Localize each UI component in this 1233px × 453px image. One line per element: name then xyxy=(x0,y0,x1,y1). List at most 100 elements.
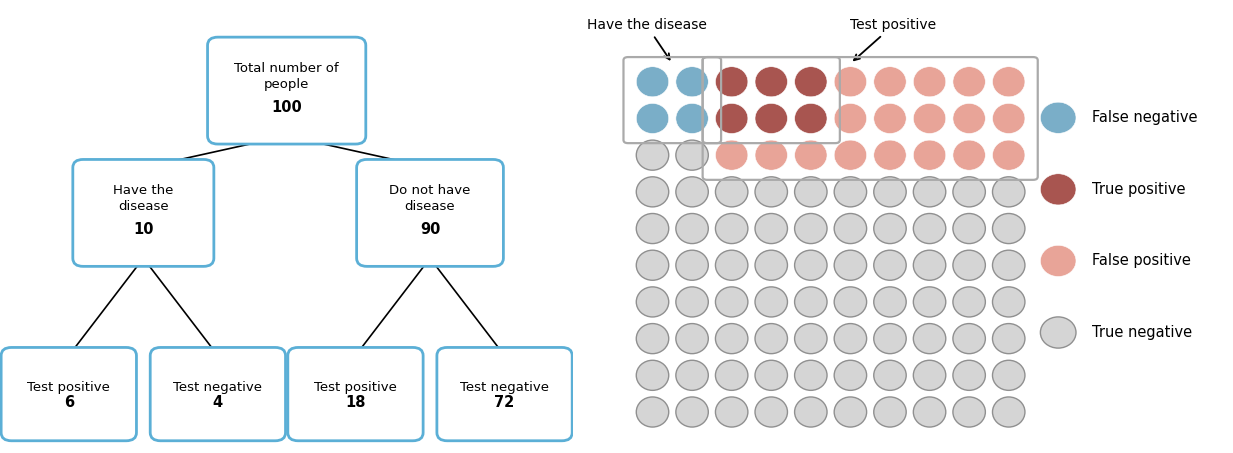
Ellipse shape xyxy=(715,213,748,244)
Ellipse shape xyxy=(1041,246,1076,276)
Ellipse shape xyxy=(835,213,867,244)
Ellipse shape xyxy=(755,213,788,244)
Ellipse shape xyxy=(953,360,985,390)
Ellipse shape xyxy=(636,140,668,170)
Ellipse shape xyxy=(914,67,946,97)
FancyBboxPatch shape xyxy=(150,347,286,441)
Text: True negative: True negative xyxy=(1092,325,1192,340)
Ellipse shape xyxy=(715,140,748,170)
Ellipse shape xyxy=(874,177,906,207)
Ellipse shape xyxy=(874,103,906,134)
Ellipse shape xyxy=(636,213,668,244)
Ellipse shape xyxy=(676,250,708,280)
Ellipse shape xyxy=(676,360,708,390)
Ellipse shape xyxy=(794,140,827,170)
Ellipse shape xyxy=(676,323,708,354)
Ellipse shape xyxy=(715,397,748,427)
Ellipse shape xyxy=(715,67,748,97)
Text: False positive: False positive xyxy=(1092,253,1191,269)
Ellipse shape xyxy=(993,177,1025,207)
Text: Have the
disease: Have the disease xyxy=(113,184,174,213)
Ellipse shape xyxy=(715,177,748,207)
Ellipse shape xyxy=(755,250,788,280)
Text: Test negative: Test negative xyxy=(174,381,263,394)
Text: False negative: False negative xyxy=(1092,110,1198,125)
Ellipse shape xyxy=(835,177,867,207)
Ellipse shape xyxy=(874,140,906,170)
Ellipse shape xyxy=(636,67,668,97)
Ellipse shape xyxy=(953,140,985,170)
Text: Test positive: Test positive xyxy=(314,381,397,394)
Text: 10: 10 xyxy=(133,222,154,237)
Ellipse shape xyxy=(914,323,946,354)
Ellipse shape xyxy=(636,287,668,317)
Text: Do not have
disease: Do not have disease xyxy=(390,184,471,213)
Ellipse shape xyxy=(794,287,827,317)
Ellipse shape xyxy=(953,287,985,317)
Ellipse shape xyxy=(794,213,827,244)
Ellipse shape xyxy=(794,360,827,390)
Ellipse shape xyxy=(914,250,946,280)
Text: Test negative: Test negative xyxy=(460,381,549,394)
FancyBboxPatch shape xyxy=(207,37,366,144)
Ellipse shape xyxy=(676,287,708,317)
Ellipse shape xyxy=(953,250,985,280)
Ellipse shape xyxy=(794,250,827,280)
Ellipse shape xyxy=(953,177,985,207)
Ellipse shape xyxy=(914,213,946,244)
Ellipse shape xyxy=(636,397,668,427)
Ellipse shape xyxy=(914,140,946,170)
Text: 18: 18 xyxy=(345,395,366,410)
FancyBboxPatch shape xyxy=(436,347,572,441)
Text: Test positive: Test positive xyxy=(27,381,110,394)
Ellipse shape xyxy=(676,140,708,170)
Ellipse shape xyxy=(794,103,827,134)
Ellipse shape xyxy=(636,360,668,390)
Ellipse shape xyxy=(953,397,985,427)
Ellipse shape xyxy=(755,103,788,134)
Ellipse shape xyxy=(676,103,708,134)
Ellipse shape xyxy=(1041,102,1076,133)
Ellipse shape xyxy=(715,250,748,280)
Ellipse shape xyxy=(914,103,946,134)
Ellipse shape xyxy=(636,323,668,354)
Text: 90: 90 xyxy=(419,222,440,237)
Ellipse shape xyxy=(993,250,1025,280)
Ellipse shape xyxy=(874,397,906,427)
Ellipse shape xyxy=(874,360,906,390)
Ellipse shape xyxy=(874,213,906,244)
Ellipse shape xyxy=(794,323,827,354)
Ellipse shape xyxy=(993,323,1025,354)
Ellipse shape xyxy=(755,397,788,427)
Ellipse shape xyxy=(874,323,906,354)
Ellipse shape xyxy=(835,103,867,134)
Ellipse shape xyxy=(715,360,748,390)
Ellipse shape xyxy=(835,67,867,97)
Ellipse shape xyxy=(835,140,867,170)
Ellipse shape xyxy=(835,323,867,354)
Text: 72: 72 xyxy=(494,395,514,410)
Ellipse shape xyxy=(993,67,1025,97)
Ellipse shape xyxy=(755,323,788,354)
Ellipse shape xyxy=(715,323,748,354)
Ellipse shape xyxy=(1041,317,1076,348)
Text: Test positive: Test positive xyxy=(851,18,937,60)
Ellipse shape xyxy=(993,287,1025,317)
Ellipse shape xyxy=(874,67,906,97)
FancyBboxPatch shape xyxy=(287,347,423,441)
Ellipse shape xyxy=(755,177,788,207)
Ellipse shape xyxy=(755,140,788,170)
Ellipse shape xyxy=(755,287,788,317)
Ellipse shape xyxy=(993,360,1025,390)
Text: True positive: True positive xyxy=(1092,182,1186,197)
Ellipse shape xyxy=(914,177,946,207)
Ellipse shape xyxy=(835,397,867,427)
Ellipse shape xyxy=(914,360,946,390)
Ellipse shape xyxy=(835,287,867,317)
Ellipse shape xyxy=(636,103,668,134)
FancyBboxPatch shape xyxy=(1,347,137,441)
Ellipse shape xyxy=(636,250,668,280)
Ellipse shape xyxy=(874,250,906,280)
Ellipse shape xyxy=(993,213,1025,244)
Text: Have the disease: Have the disease xyxy=(587,18,707,59)
